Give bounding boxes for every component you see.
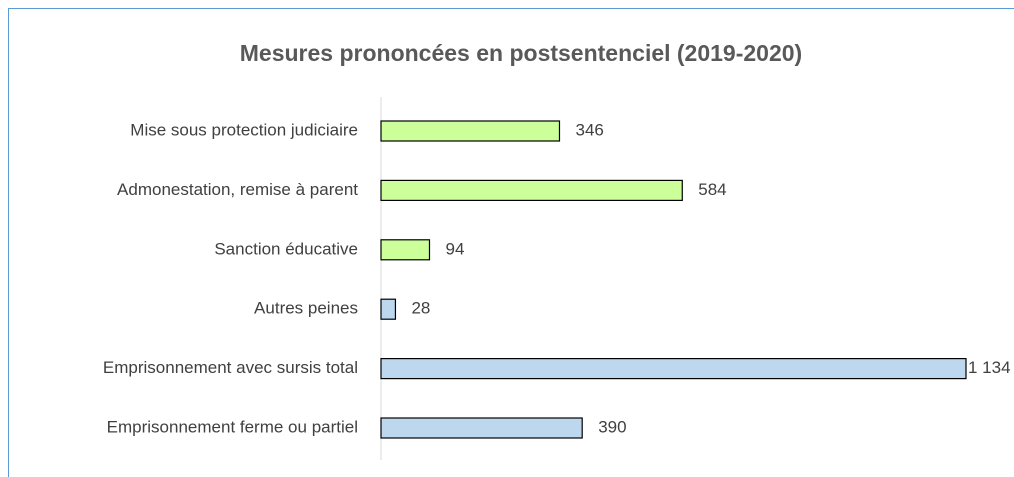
bar — [380, 417, 583, 439]
value-label: 390 — [598, 417, 626, 436]
chart-title: Mesures prononcées en postsentenciel (20… — [240, 40, 802, 66]
category-label: Emprisonnement avec sursis total — [103, 358, 358, 377]
category-label: Mise sous protection judiciaire — [130, 120, 358, 139]
value-label: 1 134 — [968, 358, 1011, 377]
category-label: Emprisonnement ferme ou partiel — [107, 417, 358, 436]
bar — [380, 358, 967, 380]
value-label: 584 — [698, 180, 726, 199]
bar — [380, 239, 431, 261]
category-label: Admonestation, remise à parent — [117, 180, 358, 199]
category-label: Sanction éducative — [214, 239, 358, 258]
value-label: 346 — [575, 120, 603, 139]
bar — [380, 120, 561, 142]
value-label: 28 — [411, 299, 430, 318]
value-label: 94 — [445, 239, 464, 258]
bar — [380, 179, 683, 201]
category-label: Autres peines — [254, 299, 358, 318]
bar — [380, 298, 397, 320]
